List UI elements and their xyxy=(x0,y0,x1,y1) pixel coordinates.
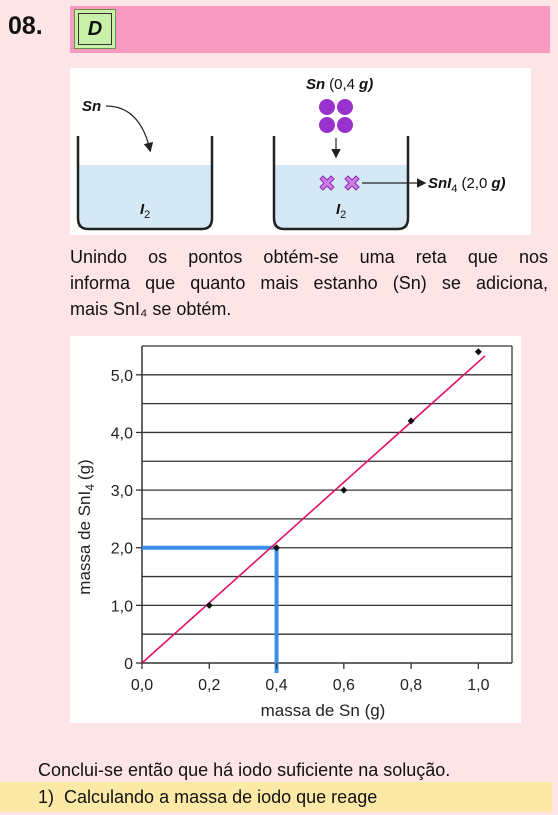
y-tick-label: 0 xyxy=(124,656,133,673)
step-text: 1) Calculando a massa de iodo que reage xyxy=(38,787,378,807)
y-tick-label: 2,0 xyxy=(111,541,133,558)
sn-atom xyxy=(337,117,353,133)
question-number: 08. xyxy=(8,12,43,40)
y-tick-label: 4,0 xyxy=(111,425,133,442)
header-bar xyxy=(70,6,550,53)
explanation-paragraph: Unindo os pontos obtém-se uma reta que n… xyxy=(70,244,548,322)
paragraph-line: Unindo os pontos obtém-se uma reta que n… xyxy=(70,247,548,267)
reaction-diagram-svg: Sn I2 Sn (0,4 g) I2 SnI4 (2,0 g) xyxy=(76,76,506,231)
x-axis-label: massa de Sn (g) xyxy=(261,701,386,720)
x-tick-label: 0,8 xyxy=(400,677,422,694)
data-point xyxy=(474,348,482,356)
data-point xyxy=(273,544,281,552)
x-tick-label: 0,6 xyxy=(333,677,355,694)
sn-atom xyxy=(319,99,335,115)
sni4-molecule xyxy=(344,175,360,191)
sn-atom xyxy=(319,117,335,133)
right-top-label: Sn (0,4 g) xyxy=(306,76,373,93)
right-beaker xyxy=(272,136,410,231)
left-sn-label: Sn xyxy=(82,98,101,115)
left-beaker xyxy=(76,136,214,231)
y-tick-label: 5,0 xyxy=(111,368,133,385)
x-tick-label: 0,0 xyxy=(131,677,153,694)
data-point xyxy=(340,486,348,494)
sni4-molecule xyxy=(319,175,335,191)
x-tick-label: 1,0 xyxy=(467,677,489,694)
product-label: SnI4 (2,0 g) xyxy=(428,175,506,195)
y-tick-label: 1,0 xyxy=(111,598,133,615)
answer-letter: D xyxy=(78,13,112,45)
left-arrow xyxy=(105,105,154,153)
paragraph-line: informa que quanto mais estanho (Sn) se … xyxy=(70,273,548,293)
sn-atom xyxy=(337,99,353,115)
x-tick-label: 0,2 xyxy=(198,677,220,694)
conclusion-text: Conclui-se então que há iodo suficiente … xyxy=(38,760,451,780)
header: 08. D xyxy=(0,0,558,54)
chart: 0,0 0,2 0,4 0,6 0,8 1,0 0 1,0 2,0 3,0 4,0 5,0 massa… xyxy=(75,345,513,720)
chart-panel: 0,0 0,2 0,4 0,6 0,8 1,0 0 1,0 2,0 3,0 4,0 5,0 massa… xyxy=(70,336,521,723)
data-point xyxy=(205,601,213,609)
y-tick-label: 3,0 xyxy=(111,483,133,500)
left-beaker-liquid xyxy=(78,165,212,228)
x-tick-label: 0,4 xyxy=(265,677,287,694)
step-bar xyxy=(0,782,552,812)
answer-box: D xyxy=(74,9,116,49)
left-i2-label: I2 xyxy=(140,201,150,221)
fit-line xyxy=(141,355,486,664)
y-axis-label: massa de SnI4(g) xyxy=(75,459,97,594)
right-i2-label: I2 xyxy=(336,201,346,221)
paragraph-line: mais SnI₄ se obtém. xyxy=(70,299,232,319)
reaction-diagram: Sn I2 Sn (0,4 g) I2 SnI4 (2,0 g) xyxy=(70,68,531,235)
data-point xyxy=(407,417,415,425)
right-beaker-liquid xyxy=(274,165,408,228)
